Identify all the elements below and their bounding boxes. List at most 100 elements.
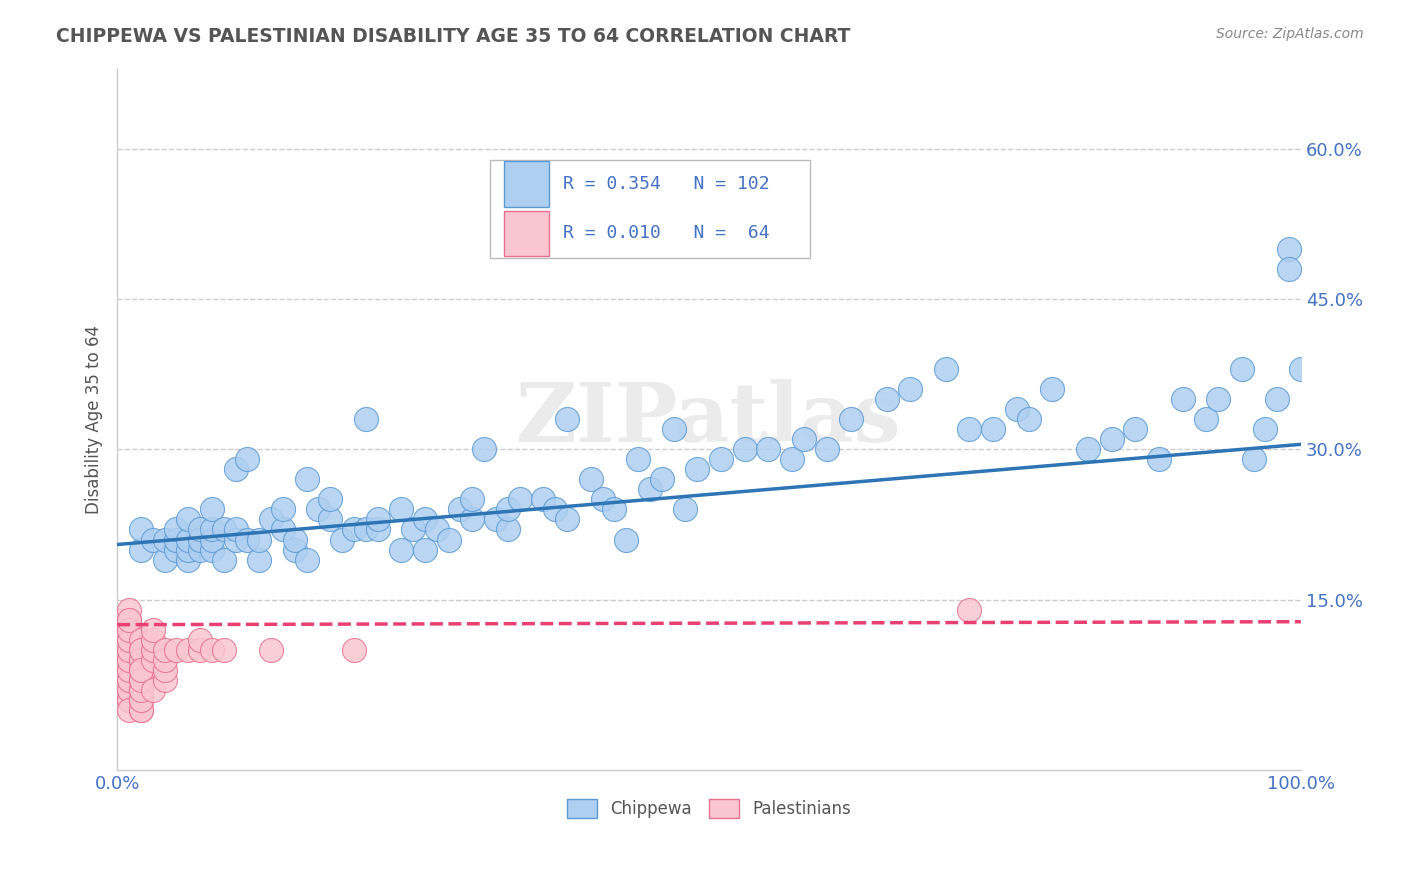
Point: [1278, 262, 1301, 277]
Point: [201, 642, 224, 657]
Point: [129, 673, 152, 687]
Point: [118, 632, 141, 647]
Point: [118, 653, 141, 667]
Point: [1171, 392, 1194, 407]
Point: [177, 542, 200, 557]
Point: [1077, 442, 1099, 457]
Point: [402, 523, 425, 537]
Point: [1278, 242, 1301, 256]
Point: [118, 703, 141, 717]
Point: [118, 682, 141, 697]
Point: [981, 422, 1004, 436]
Point: [118, 642, 141, 657]
Point: [756, 442, 779, 457]
Point: [1005, 402, 1028, 417]
Text: CHIPPEWA VS PALESTINIAN DISABILITY AGE 35 TO 64 CORRELATION CHART: CHIPPEWA VS PALESTINIAN DISABILITY AGE 3…: [56, 27, 851, 45]
Point: [662, 422, 685, 436]
Point: [212, 642, 235, 657]
Point: [295, 552, 318, 566]
Legend: Chippewa, Palestinians: Chippewa, Palestinians: [561, 792, 858, 825]
Point: [129, 682, 152, 697]
Point: [319, 512, 342, 526]
Point: [118, 673, 141, 687]
Text: ZIPatlas: ZIPatlas: [516, 379, 901, 459]
Text: R = 0.354   N = 102: R = 0.354 N = 102: [564, 175, 770, 194]
Point: [1040, 382, 1063, 396]
Point: [330, 533, 353, 547]
Point: [129, 642, 152, 657]
Point: [1195, 412, 1218, 426]
Point: [153, 673, 176, 687]
Point: [105, 653, 128, 667]
Point: [793, 432, 815, 446]
Point: [177, 552, 200, 566]
Point: [627, 452, 650, 467]
Point: [1018, 412, 1040, 426]
Point: [118, 623, 141, 637]
Point: [129, 693, 152, 707]
Point: [153, 642, 176, 657]
Point: [651, 472, 673, 486]
Point: [105, 663, 128, 677]
Point: [129, 693, 152, 707]
Point: [118, 693, 141, 707]
Point: [129, 642, 152, 657]
Point: [260, 512, 283, 526]
Point: [1123, 422, 1146, 436]
Point: [437, 533, 460, 547]
Text: Source: ZipAtlas.com: Source: ZipAtlas.com: [1216, 27, 1364, 41]
Point: [129, 663, 152, 677]
Point: [118, 682, 141, 697]
Point: [1289, 362, 1312, 376]
Point: [188, 533, 211, 547]
Point: [710, 452, 733, 467]
Point: [1254, 422, 1277, 436]
Point: [129, 703, 152, 717]
Point: [165, 523, 187, 537]
Point: [142, 642, 165, 657]
Point: [579, 472, 602, 486]
Point: [389, 502, 412, 516]
Point: [129, 523, 152, 537]
Point: [201, 502, 224, 516]
Point: [201, 542, 224, 557]
Point: [898, 382, 921, 396]
FancyBboxPatch shape: [491, 160, 810, 258]
Point: [271, 523, 294, 537]
Point: [485, 512, 508, 526]
Point: [354, 523, 377, 537]
Point: [105, 642, 128, 657]
Point: [142, 623, 165, 637]
Point: [129, 663, 152, 677]
Point: [105, 613, 128, 627]
Point: [201, 523, 224, 537]
Point: [118, 663, 141, 677]
Point: [449, 502, 471, 516]
Point: [129, 653, 152, 667]
Point: [260, 642, 283, 657]
Point: [142, 533, 165, 547]
Point: [876, 392, 898, 407]
Y-axis label: Disability Age 35 to 64: Disability Age 35 to 64: [86, 325, 103, 514]
Point: [413, 512, 436, 526]
Point: [118, 663, 141, 677]
Point: [225, 462, 247, 476]
Point: [165, 533, 187, 547]
Point: [188, 642, 211, 657]
Point: [509, 492, 531, 507]
Point: [426, 523, 449, 537]
Point: [815, 442, 838, 457]
Point: [129, 682, 152, 697]
Point: [638, 483, 661, 497]
Point: [236, 452, 259, 467]
Point: [118, 653, 141, 667]
Point: [129, 542, 152, 557]
Point: [673, 502, 696, 516]
Point: [555, 412, 578, 426]
Point: [555, 512, 578, 526]
Point: [153, 552, 176, 566]
Point: [212, 523, 235, 537]
Point: [734, 442, 756, 457]
Point: [177, 533, 200, 547]
Point: [129, 632, 152, 647]
